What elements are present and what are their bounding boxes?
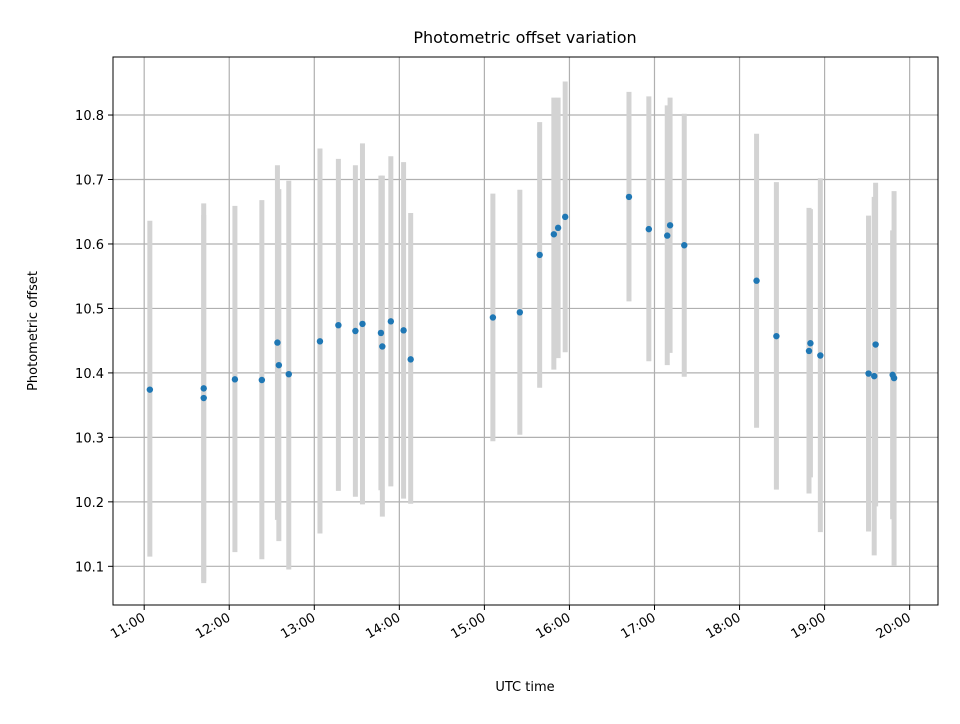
- data-point: [666, 222, 674, 229]
- data-point: [407, 356, 414, 363]
- data-point: [773, 332, 780, 340]
- data-point: [146, 386, 154, 393]
- data-point: [359, 320, 366, 328]
- y-tick-label: 10.5: [75, 302, 104, 317]
- data-point: [817, 352, 824, 359]
- data-point: [275, 361, 283, 369]
- y-tick-label: 10.7: [75, 173, 104, 188]
- y-axis: 10.1 10.2 10.3 10.4 10.5 10.6 10.7 10.8: [75, 109, 113, 575]
- chart-title: Photometric offset variation: [413, 28, 636, 47]
- grid-layer: [113, 57, 938, 605]
- y-tick-label: 10.1: [75, 560, 104, 575]
- y-tick-label: 10.6: [75, 238, 104, 253]
- y-tick-label: 10.8: [75, 109, 104, 124]
- y-tick-label: 10.3: [75, 431, 104, 446]
- data-point: [807, 340, 814, 347]
- data-point: [489, 314, 497, 321]
- y-tick-label: 10.2: [75, 496, 104, 511]
- data-point: [274, 339, 281, 346]
- data-point: [554, 224, 562, 232]
- data-point: [200, 385, 207, 392]
- data-point: [681, 242, 688, 249]
- data-point: [805, 347, 813, 355]
- data-point: [285, 370, 292, 378]
- data-point: [516, 309, 524, 316]
- data-point: [536, 251, 543, 259]
- plot-frame: [112, 56, 939, 606]
- data-point: [231, 376, 239, 383]
- data-point: [890, 374, 898, 382]
- data-point: [335, 321, 342, 329]
- data-point: [316, 338, 324, 345]
- data-point: [664, 232, 671, 239]
- point-layer: [146, 193, 898, 402]
- data-point: [625, 193, 633, 201]
- data-point: [753, 277, 760, 284]
- data-point: [645, 225, 653, 233]
- data-point: [387, 318, 395, 325]
- data-point: [377, 329, 385, 337]
- data-point: [258, 376, 266, 384]
- data-point: [872, 341, 879, 348]
- data-point: [400, 327, 407, 334]
- y-tick-label: 10.4: [75, 367, 104, 382]
- data-point: [871, 372, 878, 380]
- y-axis-label: Photometric offset: [26, 271, 41, 391]
- data-point: [200, 394, 207, 402]
- data-point: [550, 231, 558, 238]
- data-point: [865, 370, 872, 377]
- x-axis-label: UTC time: [495, 680, 554, 695]
- data-point: [561, 213, 569, 221]
- data-point: [379, 343, 386, 350]
- data-point: [352, 327, 359, 335]
